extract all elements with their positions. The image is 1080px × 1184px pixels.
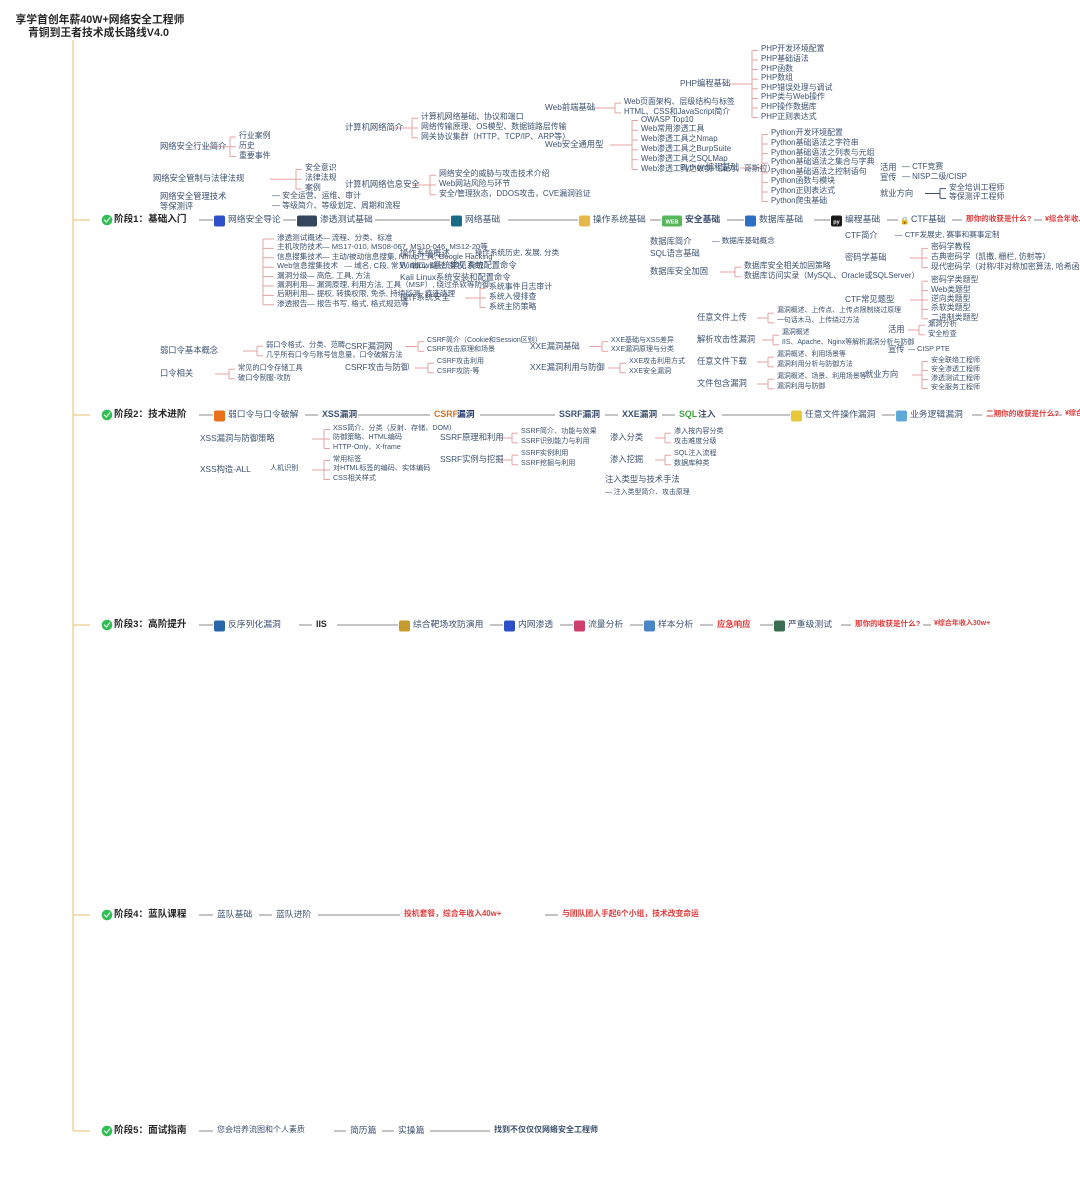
svg-text:WEB: WEB [666, 220, 679, 226]
svg-text:py: py [833, 220, 840, 226]
